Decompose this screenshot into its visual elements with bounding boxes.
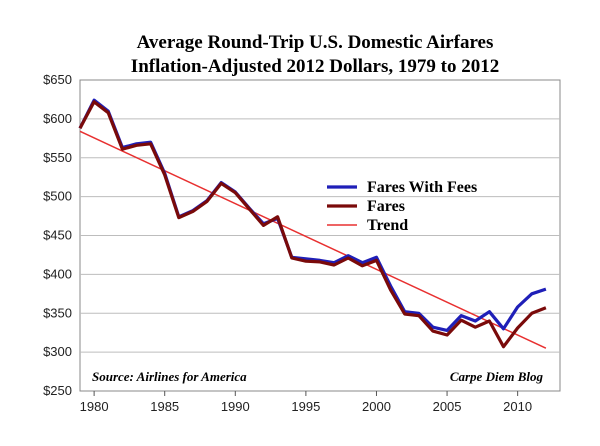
y-tick-label-300: $300 xyxy=(43,344,72,359)
y-tick-label-500: $500 xyxy=(43,189,72,204)
credit-note: Carpe Diem Blog xyxy=(450,369,544,384)
y-tick-label-400: $400 xyxy=(43,266,72,281)
fares-line xyxy=(78,100,547,349)
x-axis: 1980 1985 1990 1995 2000 2005 2010 xyxy=(80,391,532,414)
y-tick-label-550: $550 xyxy=(43,150,72,165)
legend-label-trend: Trend xyxy=(367,217,408,234)
x-tick-label-2000: 2000 xyxy=(362,399,391,414)
x-tick-label-2010: 2010 xyxy=(503,399,532,414)
source-note: Source: Airlines for America xyxy=(92,369,247,384)
y-tick-label-250: $250 xyxy=(43,383,72,398)
legend-label-fares-with-fees: Fares With Fees xyxy=(367,179,477,196)
x-tick-label-1990: 1990 xyxy=(221,399,250,414)
y-tick-label-600: $600 xyxy=(43,111,72,126)
x-tick-label-1985: 1985 xyxy=(150,399,179,414)
x-tick-label-1995: 1995 xyxy=(291,399,320,414)
chart-title: Average Round-Trip U.S. Domestic Airfare… xyxy=(137,32,494,53)
series-lines xyxy=(78,98,547,349)
legend: Fares With Fees Fares Trend xyxy=(327,179,477,234)
x-tick-label-1980: 1980 xyxy=(80,399,109,414)
y-axis: $250 $300 $350 $400 $450 $500 $550 $600 $650 xyxy=(43,72,72,398)
y-tick-label-650: $650 xyxy=(43,72,72,87)
trend-line xyxy=(79,130,547,349)
chart-subtitle: Inflation-Adjusted 2012 Dollars, 1979 to… xyxy=(131,56,499,77)
y-tick-label-450: $450 xyxy=(43,228,72,243)
gridlines xyxy=(80,118,560,353)
y-tick-label-350: $350 xyxy=(43,305,72,320)
x-tick-label-2005: 2005 xyxy=(433,399,462,414)
legend-label-fares: Fares xyxy=(367,198,405,215)
